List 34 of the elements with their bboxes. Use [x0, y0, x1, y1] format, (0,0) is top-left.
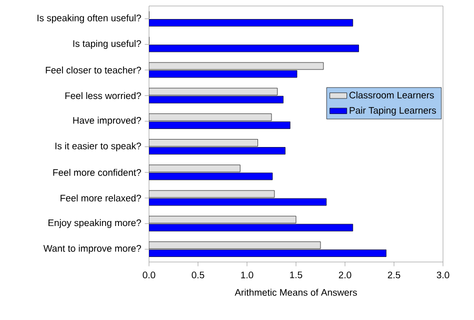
y-tick-label: Feel more confident?	[53, 168, 142, 176]
bar	[149, 147, 286, 154]
y-tick-label: Is taping useful?	[73, 40, 142, 49]
x-tick-label: 3.0	[436, 272, 450, 278]
bar	[149, 216, 296, 224]
y-tick-label: Want to improve more?	[43, 244, 142, 254]
y-tick-label: Feel closer to teacher?	[46, 66, 142, 74]
bar	[149, 44, 359, 52]
y-tick-label: Is speaking often useful?	[38, 14, 142, 24]
y-tick-label: Feel less worried?	[65, 92, 142, 100]
bar	[149, 19, 354, 26]
bar	[149, 172, 273, 180]
bar	[149, 242, 321, 249]
y-tick-label: Feel more relaxed?	[60, 194, 142, 202]
y-tick-label: Have improved?	[73, 116, 142, 126]
bar	[149, 122, 290, 129]
bar	[149, 250, 386, 257]
legend-label: Pair Taping Learners	[350, 106, 436, 116]
bar	[149, 88, 278, 96]
bar	[149, 139, 258, 146]
y-tick-label: Is it easier to speak?	[55, 142, 142, 152]
x-tick-label: 0.0	[142, 272, 156, 278]
y-tick-label: Enjoy speaking more?	[48, 219, 142, 228]
bar	[149, 114, 272, 121]
x-tick-label: 1.0	[241, 272, 254, 278]
x-tick-label: 0.5	[192, 272, 204, 278]
bar	[149, 164, 240, 172]
x-tick-label: 1.5	[290, 272, 302, 278]
legend-label: Classroom Learners	[350, 92, 434, 98]
x-tick-label: 2.5	[388, 272, 400, 278]
x-axis-title: Arithmetic Means of Answers	[234, 288, 357, 296]
bar	[149, 96, 284, 104]
bar	[149, 224, 354, 232]
x-tick-label: 2.0	[338, 272, 352, 278]
